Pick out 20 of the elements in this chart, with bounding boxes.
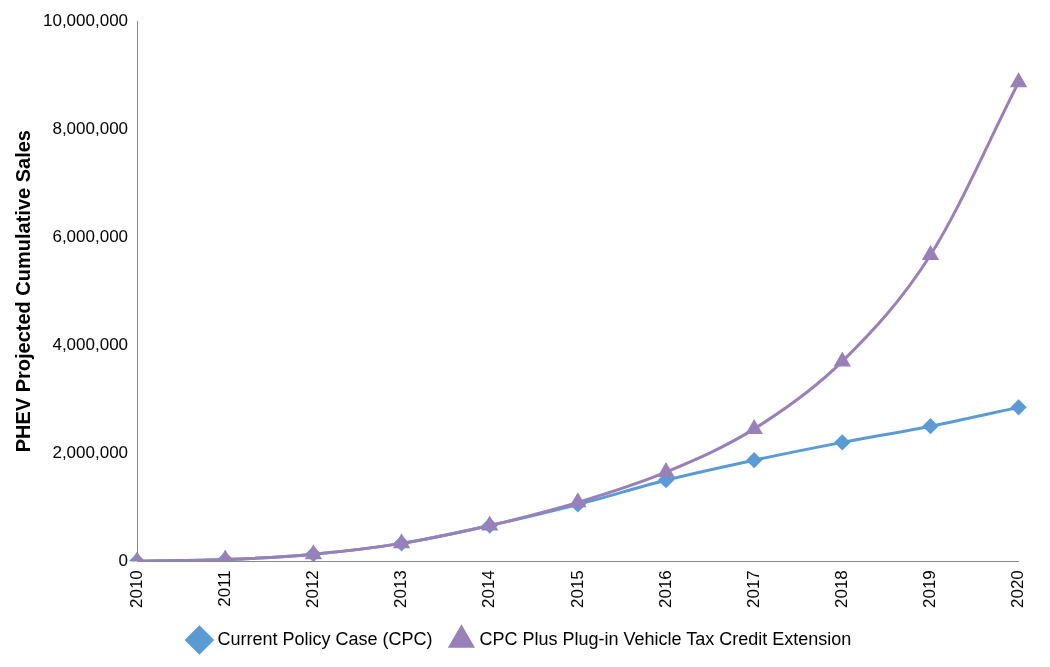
x-tick-label: 2012 <box>303 570 323 609</box>
y-axis-title: PHEV Projected Cumulative Sales <box>11 130 34 453</box>
legend-label: CPC Plus Plug-in Vehicle Tax Credit Extension <box>479 628 852 649</box>
x-tick-label: 2019 <box>920 570 940 609</box>
y-tick-label: 4,000,000 <box>52 334 129 354</box>
y-tick-label: 0 <box>118 550 129 570</box>
x-tick-label: 2011 <box>214 570 234 607</box>
x-tick-label: 2013 <box>391 570 411 609</box>
x-tick-label: 2014 <box>479 570 499 609</box>
x-tick-label: 2010 <box>126 570 146 609</box>
x-tick-label: 2020 <box>1008 570 1028 609</box>
y-tick-label: 2,000,000 <box>52 442 129 462</box>
x-tick-label: 2016 <box>655 570 675 609</box>
x-tick-label: 2017 <box>743 570 763 609</box>
x-tick-label: 2018 <box>831 570 851 609</box>
legend-label: Current Policy Case (CPC) <box>217 628 433 649</box>
x-tick-label: 2015 <box>567 570 587 609</box>
y-tick-label: 8,000,000 <box>52 118 129 138</box>
y-tick-label: 6,000,000 <box>52 226 129 246</box>
y-tick-label: 10,000,000 <box>42 10 129 30</box>
